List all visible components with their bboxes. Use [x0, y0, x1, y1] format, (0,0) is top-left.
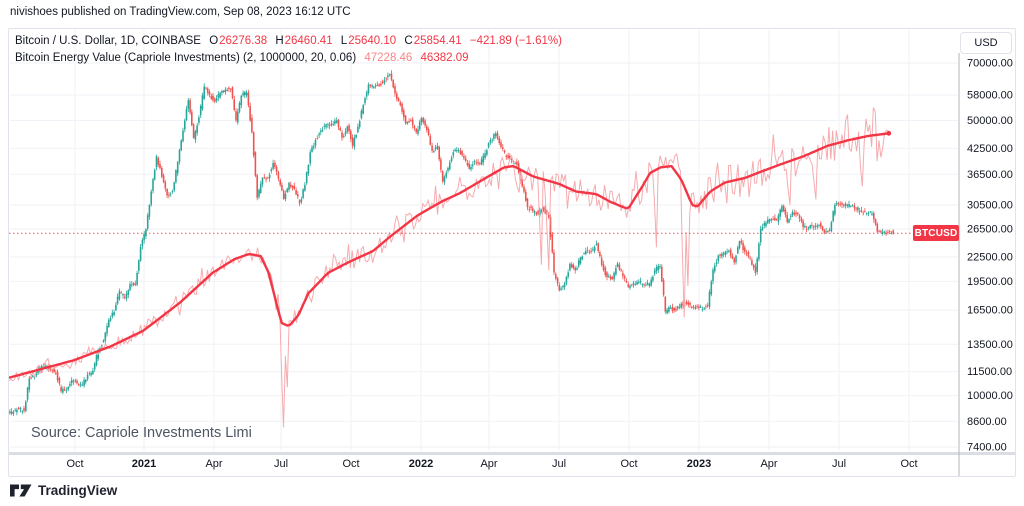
ohlc-close-label: C — [404, 35, 413, 47]
y-axis-label: 58000.00 — [967, 90, 1013, 102]
x-axis-label: 2022 — [409, 458, 433, 470]
time-scale[interactable]: Oct 2021 Apr Jul Oct 2022 Apr Jul Oct 2023 Apr Jul O… — [66, 458, 917, 470]
y-axis-label: 26500.00 — [967, 224, 1013, 236]
y-axis-label: 13500.00 — [967, 339, 1013, 351]
legend-symbol-title[interactable]: Bitcoin / U.S. Dollar, 1D, COINBASE — [15, 35, 201, 47]
y-axis-label: 7400.00 — [967, 442, 1007, 454]
legend-symbol-row: Bitcoin / U.S. Dollar, 1D, COINBASE O262… — [15, 33, 567, 50]
energy-value-line-end-dot — [886, 130, 892, 136]
legend-indicator-row: Bitcoin Energy Value (Capriole Investmen… — [15, 50, 567, 67]
ohlc-close-value: 25854.41 — [413, 35, 462, 47]
ohlc-high-label: H — [275, 35, 284, 47]
y-axis-label: 42500.00 — [967, 143, 1013, 155]
ohlc-low-value: 25640.10 — [348, 35, 397, 47]
x-axis-label: Oct — [66, 458, 83, 470]
ohlc-low-label: L — [340, 35, 348, 47]
price-chart-plot-area[interactable]: 70000.00 58000.00 50000.00 42500.00 36500.00… — [9, 29, 1015, 476]
candle-bodies-up — [9, 74, 893, 414]
ohlc-high-value: 26460.41 — [284, 35, 333, 47]
x-axis-label: 2021 — [132, 458, 156, 470]
y-axis-label: 8600.00 — [967, 416, 1007, 428]
energy-value-raw-line — [9, 107, 889, 428]
ohlc-change-value: −421.89 (−1.61%) — [469, 35, 562, 47]
y-axis-label: 30500.00 — [967, 200, 1013, 212]
chart-frame: 70000.00 58000.00 50000.00 42500.00 36500.00… — [8, 28, 1016, 477]
x-axis-label: Jul — [832, 458, 846, 470]
candle-bodies-down — [10, 73, 895, 414]
time-axis-separator — [9, 452, 1015, 455]
ohlc-open-label: O — [209, 35, 219, 47]
legend: Bitcoin / U.S. Dollar, 1D, COINBASE O262… — [15, 33, 567, 67]
x-axis-label: Jul — [552, 458, 566, 470]
y-axis-label: 70000.00 — [967, 58, 1013, 70]
x-axis-label: Oct — [620, 458, 637, 470]
x-axis-label: Oct — [900, 458, 917, 470]
tradingview-logo[interactable]: TradingView — [10, 482, 117, 499]
y-axis-label: 10000.00 — [967, 390, 1013, 402]
x-axis-label: Apr — [205, 458, 222, 470]
x-axis-label: Oct — [342, 458, 359, 470]
y-axis-label: 22500.00 — [967, 252, 1013, 264]
indicator-raw-value: 47228.46 — [364, 52, 413, 64]
source-note: Source: Capriole Investments Limi — [31, 425, 252, 441]
tradingview-logo-text: TradingView — [38, 483, 118, 498]
indicator-smoothed-value: 46382.09 — [420, 52, 469, 64]
publish-line: nivishoes published on TradingView.com, … — [10, 6, 351, 18]
legend-indicator-title[interactable]: Bitcoin Energy Value (Capriole Investmen… — [15, 52, 357, 64]
currency-unit-button[interactable]: USD — [960, 32, 1012, 54]
energy-value-line — [9, 132, 889, 379]
candlestick-series — [9, 70, 895, 416]
tradingview-logo-icon — [10, 484, 32, 497]
x-axis-label: Apr — [480, 458, 497, 470]
y-axis-label: 11500.00 — [967, 366, 1012, 378]
y-axis-label: 50000.00 — [967, 115, 1013, 127]
y-axis-label: 36500.00 — [967, 169, 1013, 181]
ohlc-open-value: 26276.38 — [219, 35, 268, 47]
y-axis-label: 19500.00 — [967, 276, 1013, 288]
x-axis-label: Apr — [760, 458, 777, 470]
x-axis-label: Jul — [274, 458, 288, 470]
grid — [10, 30, 958, 451]
y-axis-label: 16500.00 — [967, 305, 1013, 317]
symbol-price-badge: BTCUSD — [913, 225, 959, 241]
price-scale[interactable]: 70000.00 58000.00 50000.00 42500.00 36500.00… — [967, 58, 1013, 454]
x-axis-label: 2023 — [687, 458, 711, 470]
